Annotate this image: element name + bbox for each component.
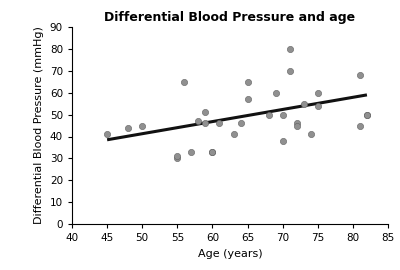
Point [300, 102, 307, 106]
Point [294, 123, 300, 128]
Point [364, 112, 370, 117]
Point [202, 121, 209, 126]
Point [237, 121, 244, 126]
X-axis label: Age (years): Age (years) [198, 249, 262, 259]
Point [294, 121, 300, 126]
Point [209, 150, 216, 154]
Point [216, 121, 223, 126]
Point [286, 47, 293, 51]
Point [209, 150, 216, 154]
Point [104, 132, 110, 136]
Point [357, 123, 363, 128]
Point [174, 156, 180, 161]
Title: Differential Blood Pressure and age: Differential Blood Pressure and age [104, 11, 356, 25]
Point [188, 150, 194, 154]
Point [286, 69, 293, 73]
Point [280, 139, 286, 143]
Point [202, 110, 209, 114]
Point [244, 97, 251, 102]
Point [357, 73, 363, 77]
Point [272, 90, 279, 95]
Point [244, 80, 251, 84]
Point [314, 104, 321, 108]
Point [280, 112, 286, 117]
Point [195, 119, 202, 123]
Point [308, 132, 314, 136]
Point [181, 80, 188, 84]
Point [125, 126, 131, 130]
Point [230, 132, 237, 136]
Y-axis label: Differential Blood Pressure (mmHg): Differential Blood Pressure (mmHg) [34, 27, 44, 224]
Point [139, 123, 146, 128]
Point [364, 112, 370, 117]
Point [266, 112, 272, 117]
Point [314, 90, 321, 95]
Point [174, 154, 180, 158]
